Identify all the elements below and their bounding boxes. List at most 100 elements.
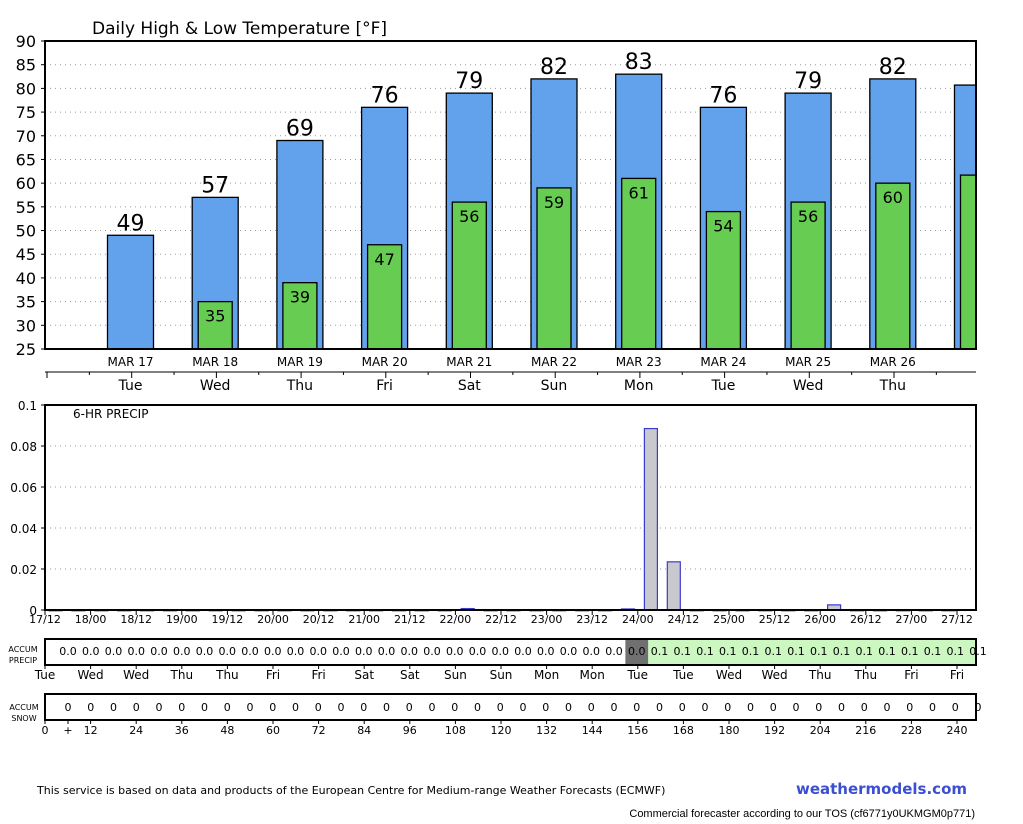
low-temp-label: 59 [544, 193, 564, 212]
high-temp-label: 82 [879, 55, 907, 80]
precip-y-tick-label: 0 [29, 604, 37, 618]
accum-precip-day-label: Fri [950, 668, 964, 682]
accum-snow-hour-label: 156 [627, 724, 648, 737]
accum-precip-day-label: Thu [854, 668, 878, 682]
accum-precip-label: ACCUM [8, 645, 37, 654]
temperature-plot-frame [44, 40, 977, 350]
accum-precip-day-label: Tue [672, 668, 694, 682]
date-tick-label: MAR 20 [362, 355, 408, 369]
temperature-y-tick-label: 75 [16, 103, 36, 122]
accum-precip-value: 0.1 [878, 645, 896, 658]
accum-precip-value: 0.0 [492, 645, 510, 658]
precip-x-tick-label: 27/12 [941, 613, 973, 626]
accum-precip-day-label: Tue [34, 668, 56, 682]
low-temp-label: 47 [374, 250, 394, 269]
temperature-y-tick-label: 50 [16, 222, 36, 241]
accum-snow-hour-label: 132 [536, 724, 557, 737]
accum-precip-day-label: Mon [580, 668, 605, 682]
accum-snow-hour-label: 216 [855, 724, 876, 737]
precip-x-tick-label: 22/12 [485, 613, 517, 626]
temperature-y-tick-label: 30 [16, 316, 36, 335]
brand-link[interactable]: weathermodels.com [795, 780, 967, 798]
accum-precip-value: 0.0 [128, 645, 146, 658]
low-temp-bar [621, 177, 657, 350]
date-tick-label: MAR 26 [870, 355, 916, 369]
accum-snow-value: 0 [110, 701, 117, 714]
high-temp-label: 76 [371, 83, 399, 108]
accum-snow-value: 0 [702, 701, 709, 714]
low-temp-label: 56 [459, 207, 479, 226]
accum-precip-value: 0.0 [82, 645, 100, 658]
accum-precip-value: 0.0 [401, 645, 419, 658]
precip-gridlines [45, 445, 976, 570]
accum-precip-value: 0.0 [287, 645, 305, 658]
accum-snow-value: 0 [611, 701, 618, 714]
low-temp-label: 54 [713, 217, 733, 236]
temperature-y-tick-label: 90 [16, 32, 36, 51]
low-temp-bar [790, 201, 826, 350]
accum-precip-value: 0.1 [833, 645, 851, 658]
precip-plot-frame [44, 404, 977, 611]
accum-precip-value: 0.0 [583, 645, 601, 658]
low-temp-label: 56 [798, 207, 818, 226]
precip-bars [48, 427, 956, 612]
accum-snow-hour-label: 180 [719, 724, 740, 737]
accum-snow-value: 0 [429, 701, 436, 714]
precip-x-tick-label: 22/00 [440, 613, 472, 626]
temperature-y-tick-label: 85 [16, 56, 36, 75]
weekday-tick-label: Thu [879, 378, 906, 394]
accum-precip-after-shade [648, 639, 976, 665]
precip-x-tick-label: 26/00 [804, 613, 836, 626]
date-tick-label: MAR 25 [785, 355, 831, 369]
low-temp-bar [536, 187, 572, 350]
accum-snow-hour-label: 0 [42, 724, 49, 737]
accum-snow-value: 0 [861, 701, 868, 714]
accum-snow-hour-label: 168 [673, 724, 694, 737]
accum-snow-value: 0 [292, 701, 299, 714]
accum-precip-value: 0.0 [537, 645, 555, 658]
temperature-y-axis: 25 30 35 40 45 50 55 60 65 70 75 80 85 90 [16, 32, 45, 359]
accum-precip-day-label: Sat [354, 668, 374, 682]
accum-snow-value: 0 [315, 701, 322, 714]
ecmwf-attribution: This service is based on data and produc… [37, 784, 666, 797]
accum-precip-value: 0.1 [719, 645, 737, 658]
date-tick-label: MAR 23 [616, 355, 662, 369]
accum-precip-strip: ACCUM PRECIP 0.0 0.0 0.0 0.0 0.0 0.0 0.0 0.0 0.0… [8, 638, 987, 682]
date-tick-label: MAR 19 [277, 355, 323, 369]
precip-bar [666, 561, 681, 611]
accum-precip-value: 0.0 [423, 645, 441, 658]
high-temp-label: 82 [540, 55, 568, 80]
accum-snow-value: 0 [679, 701, 686, 714]
precip-x-tick-label: 21/12 [394, 613, 426, 626]
accum-snow-frame [44, 693, 977, 721]
temperature-y-tick-label: 65 [16, 150, 36, 169]
accum-snow-value: 0 [952, 701, 959, 714]
accum-snow-value: 0 [269, 701, 276, 714]
accum-precip-day-label: Fri [266, 668, 280, 682]
accum-snow-hour-label: 84 [357, 724, 371, 737]
weekday-tick-label: Wed [200, 378, 231, 394]
accum-snow-hour-label: 228 [901, 724, 922, 737]
precip-x-tick-label: 20/00 [257, 613, 289, 626]
temperature-y-tick-label: 70 [16, 127, 36, 146]
accum-precip-day-label: Fri [904, 668, 918, 682]
accum-snow-hour-labels: 0 +12 24 36 48 60 72 84 96 108 120 132 144 156 168 180 1… [42, 720, 968, 737]
accum-precip-value: 0.0 [264, 645, 282, 658]
weekday-tick-label: Sat [458, 378, 481, 394]
accum-precip-value: 0.1 [969, 645, 987, 658]
temperature-y-tick-label: 45 [16, 245, 36, 264]
accum-precip-value: 0.0 [560, 645, 578, 658]
accum-precip-value: 0.1 [651, 645, 669, 658]
accum-snow-value: 0 [747, 701, 754, 714]
accum-snow-value: 0 [815, 701, 822, 714]
accum-snow-hour-label: 204 [810, 724, 831, 737]
precip-panel: 6-HR PRECIP 0 0.02 0.04 0.06 0.08 0.1 17/12 18… [10, 399, 977, 626]
temperature-y-tick-label: 55 [16, 198, 36, 217]
high-temp-label: 79 [794, 69, 822, 94]
temperature-x-axis: MAR 17 Tue MAR 18 Wed MAR 19 Thu MAR 20 Fri MAR … [45, 355, 976, 394]
accum-precip-day-label: Thu [170, 668, 194, 682]
accum-snow-value: 0 [884, 701, 891, 714]
accum-precip-value: 0.1 [924, 645, 942, 658]
accum-snow-value: 0 [838, 701, 845, 714]
precip-bar [643, 427, 659, 611]
